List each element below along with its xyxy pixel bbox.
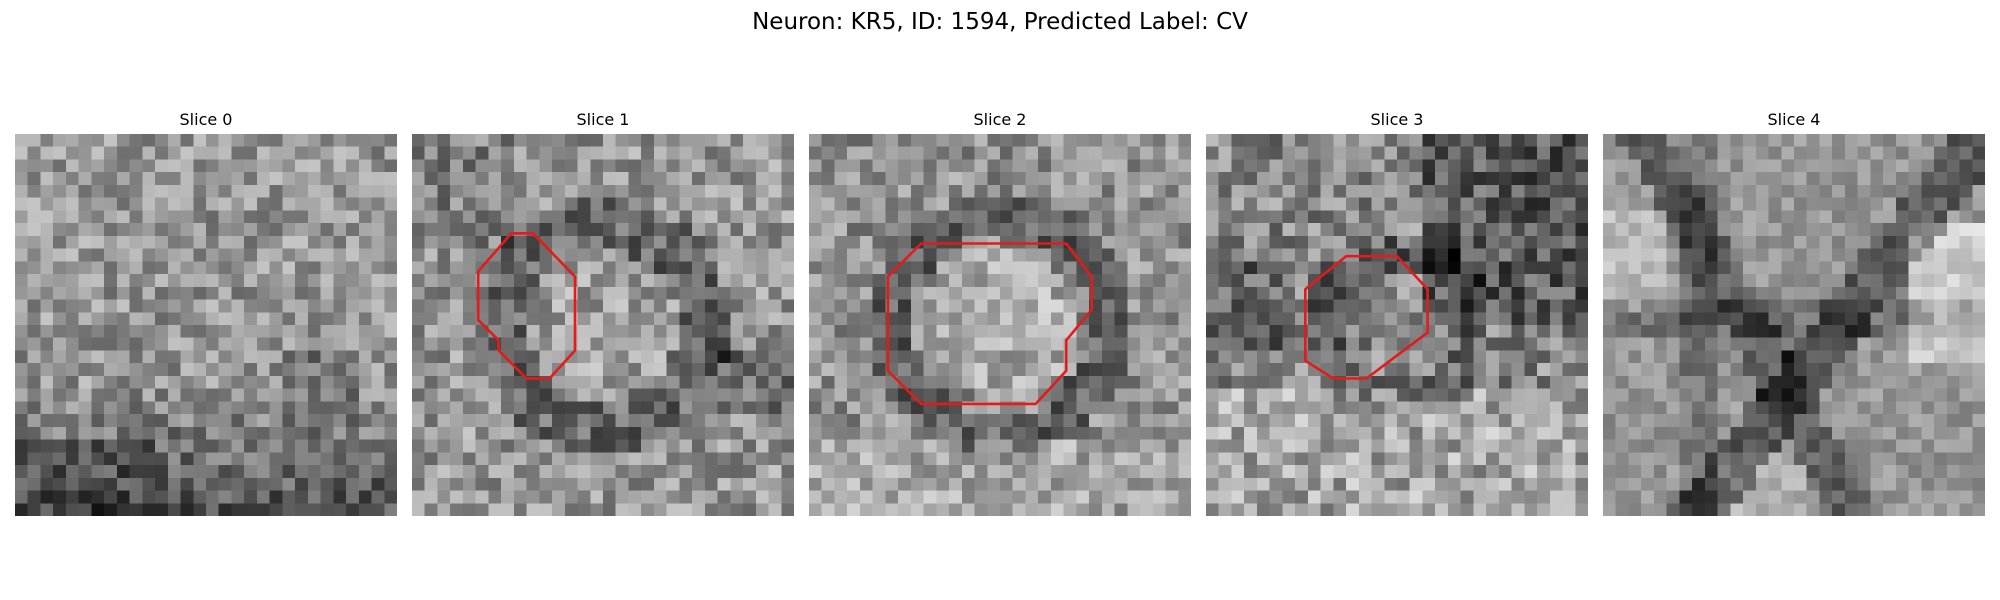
slice-image-1 [412,134,794,516]
slice-image-4 [1603,134,1985,516]
cell-contour [886,242,1094,406]
slice-title-2: Slice 2 [973,110,1027,129]
cell-contour [476,232,577,380]
slice-title-3: Slice 3 [1370,110,1424,129]
slice-image-2 [809,134,1191,516]
slice-panel-4: Slice 4 [1603,110,1985,516]
slice-image-3 [1206,134,1588,516]
slice-panel-1: Slice 1 [412,110,794,516]
slice-title-4: Slice 4 [1767,110,1821,129]
slice-title-1: Slice 1 [576,110,630,129]
figure-title: Neuron: KR5, ID: 1594, Predicted Label: … [752,9,1248,35]
slice-image-0 [15,134,397,516]
slice-panel-3: Slice 3 [1206,110,1588,516]
slice-panel-2: Slice 2 [809,110,1191,516]
cell-contour [1304,254,1429,380]
slice-title-0: Slice 0 [179,110,233,129]
slice-panel-0: Slice 0 [15,110,397,516]
